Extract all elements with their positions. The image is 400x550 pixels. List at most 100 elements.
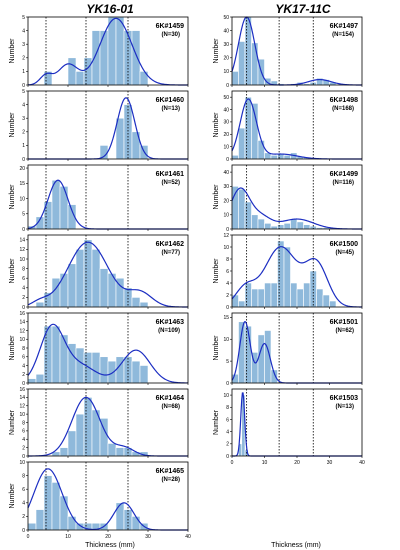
x-axis-label-right: Thickness (mm) <box>271 542 321 549</box>
histogram-bar <box>251 42 259 86</box>
y-axis-label: Number <box>213 112 220 138</box>
histogram-bar <box>283 246 291 308</box>
y-tick-label: 0 <box>22 381 25 387</box>
histogram-bar <box>27 522 37 531</box>
panel-6K-1503: 0 2 4 6 8 10 0 10 20 30 40 Number 6K#1503 (N=13) <box>213 388 365 466</box>
y-tick-label: 4 <box>22 363 25 369</box>
density-curve <box>27 241 188 308</box>
density-curve <box>232 392 362 457</box>
x-tick-label: 40 <box>359 460 365 466</box>
y-tick-label: 0 <box>22 454 25 460</box>
histogram-bar <box>244 16 252 86</box>
histogram-bar <box>131 30 141 86</box>
histogram-bar <box>316 288 324 308</box>
y-tick-label: 4 <box>22 286 25 292</box>
panel-6K-1500: 0 2 4 6 8 10 12 Number 6K#1500 (N=45) <box>213 233 363 311</box>
histogram-bar <box>107 16 117 86</box>
density-curve <box>231 246 363 308</box>
panel-id: 6K#1463 <box>156 319 185 326</box>
panel-6K-1499: 0 10 20 30 40 Number 6K#1499 (N=116) <box>213 164 363 233</box>
y-tick-label: 40 <box>223 107 229 113</box>
y-tick-label: 3 <box>22 116 25 122</box>
x-tick-label: 20 <box>294 460 300 466</box>
panel-n: (N=68) <box>161 404 180 410</box>
panel-n: (N=13) <box>335 404 354 410</box>
panel-id: 6K#1461 <box>156 171 185 178</box>
panel-id: 6K#1500 <box>330 241 359 248</box>
y-tick-label: 4 <box>22 28 25 34</box>
y-tick-label: 0 <box>226 381 229 387</box>
histogram-bar <box>43 475 53 531</box>
y-tick-label: 8 <box>22 473 25 479</box>
histogram-bar <box>257 218 265 230</box>
column-title-left: YK16-01 <box>86 2 134 16</box>
y-tick-label: 40 <box>223 28 229 34</box>
x-tick-label: 10 <box>262 460 268 466</box>
y-tick-label: 10 <box>223 144 229 150</box>
y-tick-label: 2 <box>22 372 25 378</box>
histogram-bar <box>51 482 61 531</box>
y-tick-label: 0 <box>22 305 25 311</box>
y-tick-label: 10 <box>223 393 229 399</box>
y-tick-label: 14 <box>19 320 25 326</box>
panel-id: 6K#1498 <box>330 97 359 104</box>
y-tick-label: 0 <box>22 528 25 534</box>
histogram-bar <box>244 96 252 160</box>
panel-6K-1497: 0 10 20 30 40 50 Number 6K#1497 (N=154) <box>213 15 363 89</box>
y-tick-label: 8 <box>22 346 25 352</box>
panel-6K-1463: 0 2 4 6 8 10 12 14 16 Number 6K#1463 (N=109) <box>9 311 189 387</box>
panel-n: (N=30) <box>161 32 180 38</box>
y-tick-label: 8 <box>22 420 25 426</box>
y-axis-label: Number <box>9 409 16 435</box>
y-tick-label: 8 <box>226 257 229 263</box>
y-tick-label: 10 <box>223 337 229 343</box>
panel-6K-1462: 0 2 4 6 8 10 12 14 Number 6K#1462 (N=77) <box>9 234 189 311</box>
y-tick-label: 6 <box>226 417 229 423</box>
y-tick-label: 50 <box>223 95 229 101</box>
y-tick-label: 2 <box>22 295 25 301</box>
histogram-bar <box>139 365 149 384</box>
y-tick-label: 4 <box>226 429 229 435</box>
histogram-bar <box>67 430 77 457</box>
histogram-bar <box>35 373 45 384</box>
panel-id: 6K#1465 <box>156 468 185 475</box>
y-tick-label: 2 <box>22 514 25 520</box>
y-tick-label: 8 <box>226 405 229 411</box>
y-tick-label: 50 <box>223 15 229 21</box>
histogram-bar <box>43 201 53 230</box>
y-tick-label: 14 <box>19 395 25 401</box>
histogram-bar <box>296 288 304 308</box>
y-axis-label: Number <box>9 483 16 509</box>
y-axis-label: Number <box>213 335 220 361</box>
histogram-bar <box>75 413 85 457</box>
y-tick-label: 15 <box>19 181 25 187</box>
panel-id: 6K#1499 <box>330 171 359 178</box>
histogram-panels: 012345Number6K#1459(N=30)012345Number6K#… <box>9 15 365 540</box>
histogram-bar <box>99 268 109 308</box>
histogram-bar <box>139 301 149 308</box>
histogram-bar <box>277 240 285 308</box>
y-tick-label: 4 <box>22 501 25 507</box>
histogram-bar <box>115 502 125 531</box>
histogram-bar <box>91 30 101 86</box>
histogram-bar <box>264 223 272 230</box>
histogram-bar <box>270 154 278 160</box>
panel-id: 6K#1497 <box>330 23 359 30</box>
y-tick-label: 20 <box>223 198 229 204</box>
histogram-bar <box>251 103 259 160</box>
x-tick-label: 30 <box>327 460 333 466</box>
histogram-bar <box>290 282 298 308</box>
histogram-bar <box>35 509 45 531</box>
panel-id: 6K#1503 <box>330 395 359 402</box>
histogram-bar <box>75 249 85 308</box>
histogram-bar <box>107 443 117 457</box>
y-tick-label: 20 <box>223 132 229 138</box>
histogram-bar <box>283 223 291 230</box>
y-tick-label: 5 <box>22 212 25 218</box>
histogram-bar <box>35 301 45 308</box>
panel-n: (N=168) <box>332 106 354 112</box>
y-axis-label: Number <box>9 258 16 284</box>
y-tick-label: 0 <box>226 83 229 89</box>
y-axis-label: Number <box>9 112 16 138</box>
